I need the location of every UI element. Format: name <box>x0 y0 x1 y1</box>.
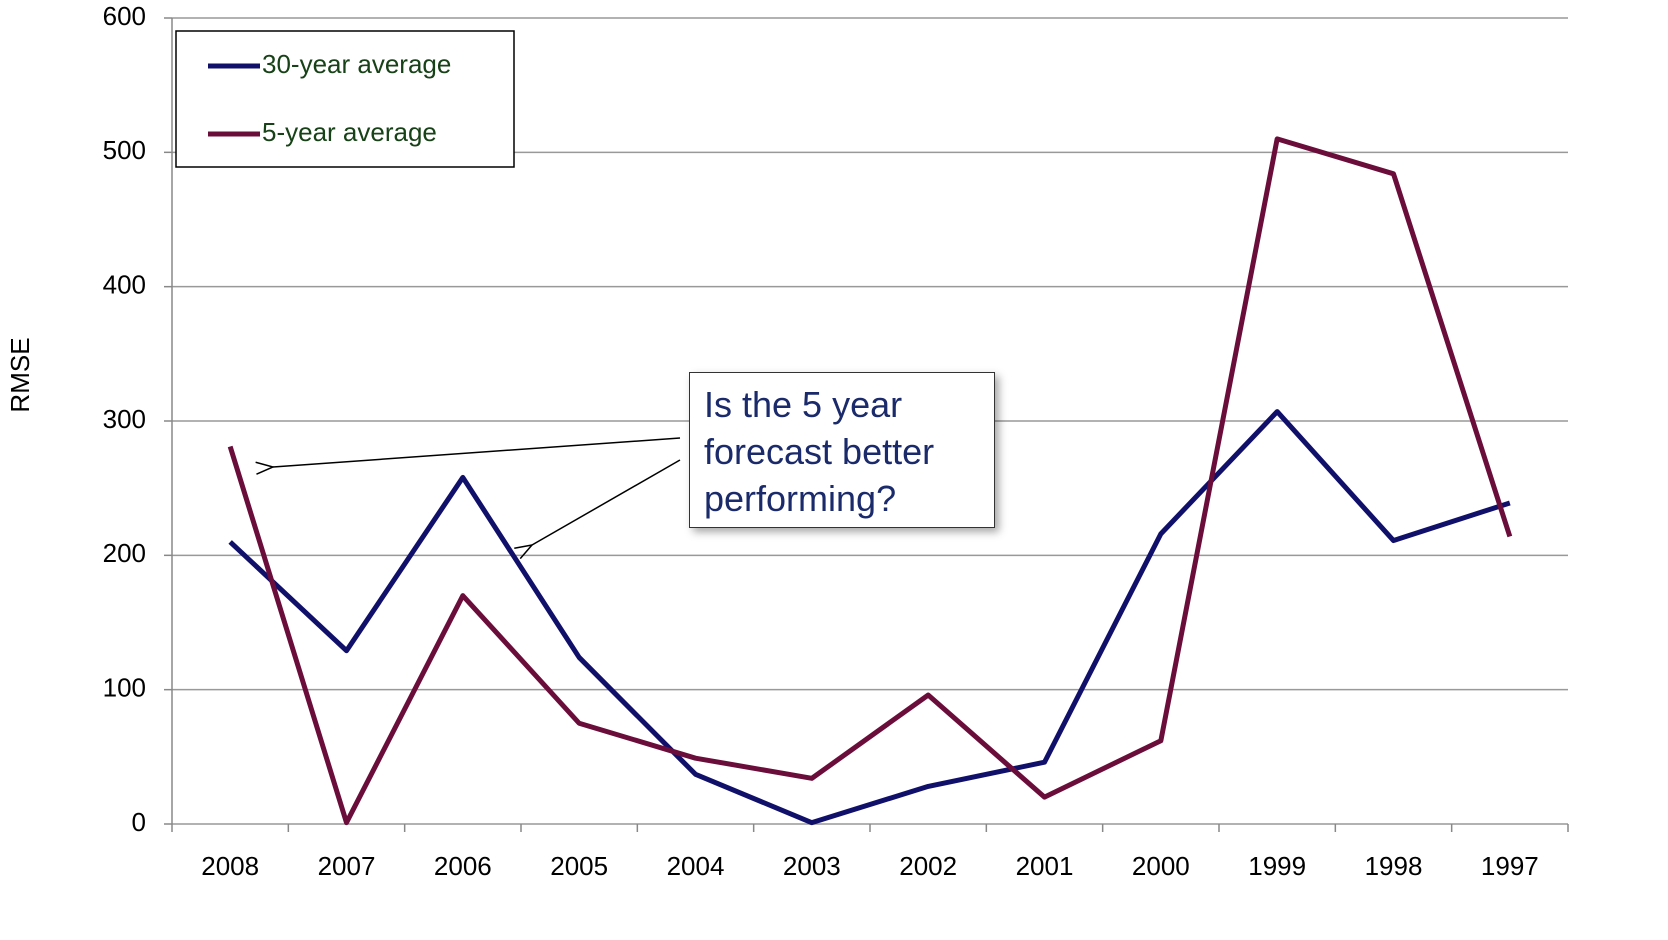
y-tick-label: 400 <box>103 270 146 300</box>
y-tick-label: 600 <box>103 1 146 31</box>
x-tick-label: 2002 <box>899 851 957 881</box>
series-line <box>227 136 1513 826</box>
x-tick-label: 1997 <box>1481 851 1539 881</box>
y-tick-label: 300 <box>103 404 146 434</box>
x-tick-label: 1998 <box>1365 851 1423 881</box>
x-tick-label: 2000 <box>1132 851 1190 881</box>
x-tick-label: 2008 <box>201 851 259 881</box>
x-tick-label: 2003 <box>783 851 841 881</box>
y-tick-label: 0 <box>132 807 146 837</box>
y-tick-label: 200 <box>103 538 146 568</box>
x-tick-label: 2006 <box>434 851 492 881</box>
y-tick-label: 500 <box>103 135 146 165</box>
x-tick-label: 1999 <box>1248 851 1306 881</box>
annotation-arrow <box>273 437 681 467</box>
x-tick-label: 2001 <box>1016 851 1074 881</box>
x-tick-label: 2005 <box>550 851 608 881</box>
legend-box <box>175 30 515 168</box>
series-line <box>228 409 1511 826</box>
annotation-arrow <box>532 459 681 545</box>
legend-label: 30-year average <box>262 49 451 79</box>
y-axis-title: RMSE <box>5 337 35 412</box>
y-tick-label: 100 <box>103 673 146 703</box>
annotation-box: Is the 5 year forecast better performing… <box>689 372 995 528</box>
x-tick-label: 2004 <box>667 851 725 881</box>
legend-label: 5-year average <box>262 117 437 147</box>
x-tick-label: 2007 <box>318 851 376 881</box>
